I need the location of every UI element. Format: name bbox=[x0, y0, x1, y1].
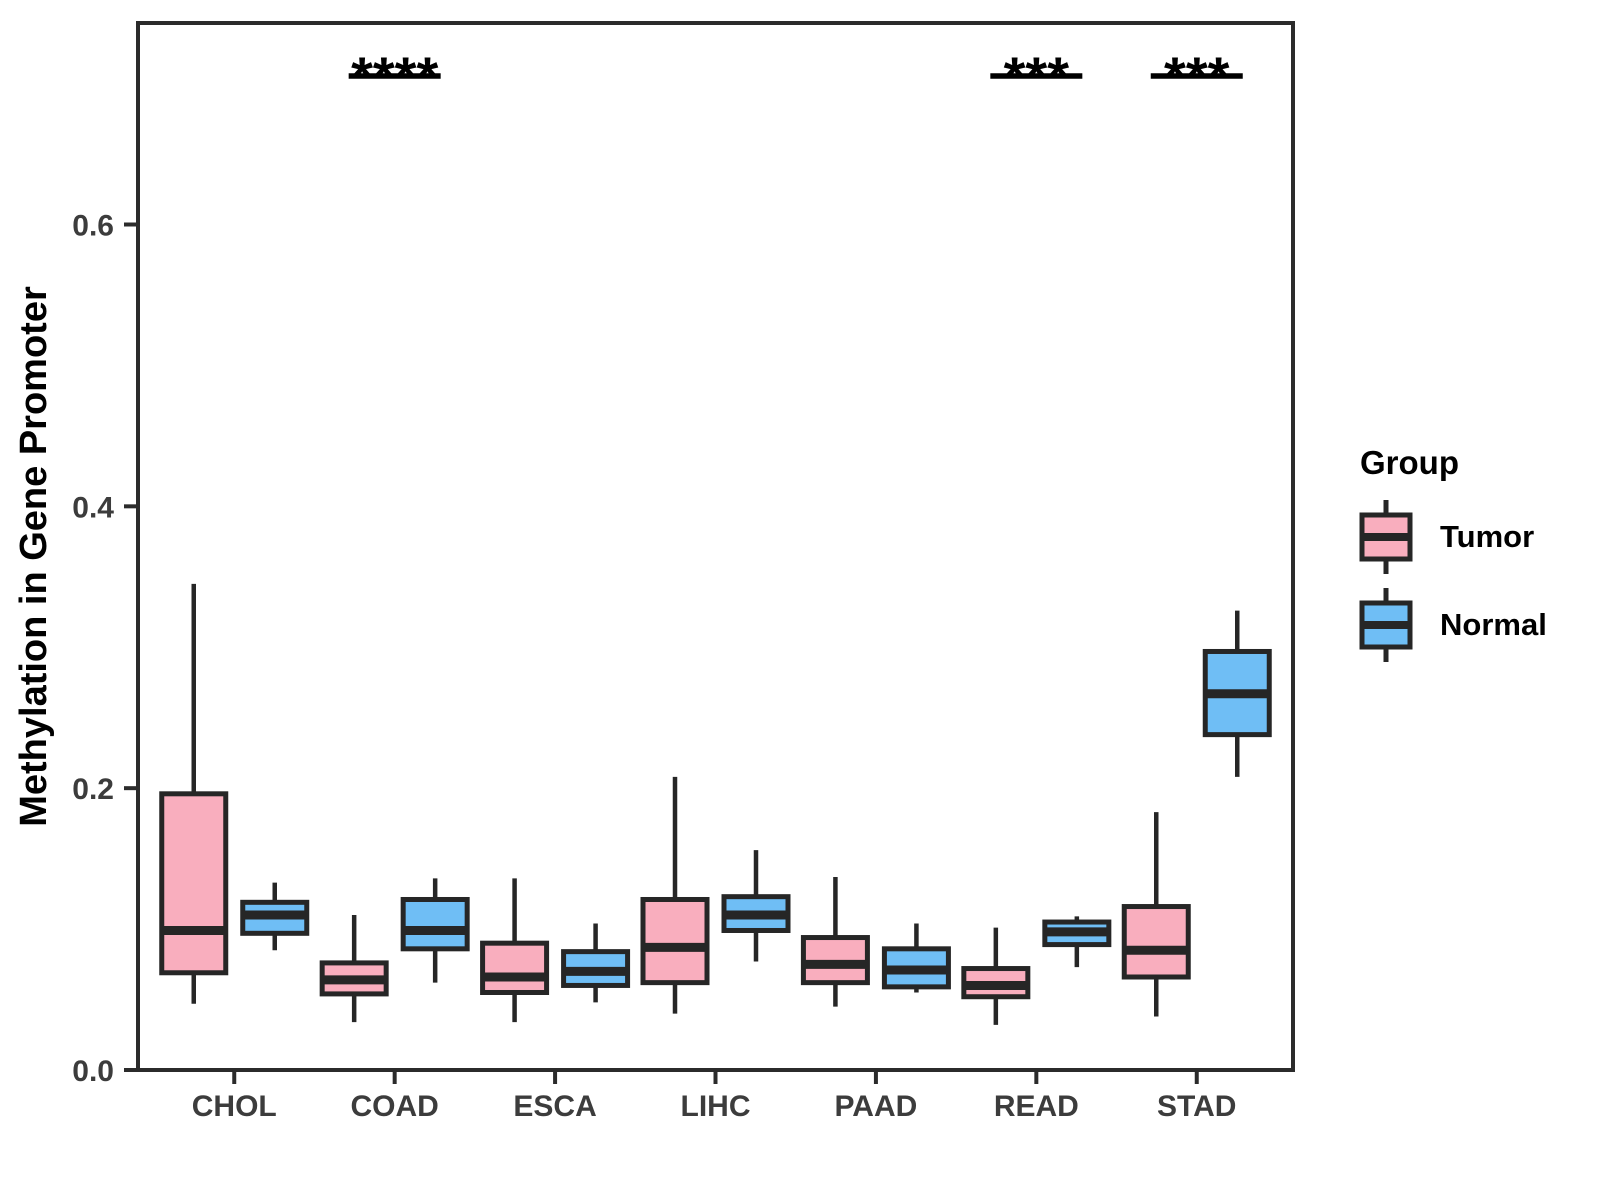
x-tick-label: ESCA bbox=[513, 1090, 596, 1123]
legend-entry-normal: Normal bbox=[1358, 586, 1547, 664]
x-tick-label: READ bbox=[994, 1090, 1079, 1123]
legend-label-normal: Normal bbox=[1440, 607, 1547, 642]
y-tick-label: 0.6 bbox=[72, 210, 114, 243]
y-axis-title: Methylation in Gene Promoter bbox=[13, 286, 55, 827]
legend: Group Tumor Normal bbox=[1358, 444, 1547, 674]
y-tick-label: 0.4 bbox=[72, 491, 114, 524]
y-tick-label: 0.0 bbox=[72, 1055, 114, 1088]
y-tick-label: 0.2 bbox=[72, 773, 114, 806]
x-tick-label: COAD bbox=[350, 1090, 438, 1123]
legend-entry-tumor: Tumor bbox=[1358, 498, 1547, 576]
x-tick-label: LIHC bbox=[681, 1090, 751, 1123]
x-tick-label: CHOL bbox=[192, 1090, 277, 1123]
legend-label-tumor: Tumor bbox=[1440, 519, 1535, 554]
box-tumor-lihc bbox=[640, 896, 710, 986]
x-tick-label: STAD bbox=[1157, 1090, 1236, 1123]
box-tumor-esca bbox=[480, 940, 550, 995]
legend-title: Group bbox=[1360, 444, 1459, 481]
panel-border bbox=[136, 21, 1295, 1072]
box-tumor-chol bbox=[159, 791, 229, 976]
tumor-boxplot-icon bbox=[1359, 500, 1413, 574]
box-normal-coad bbox=[400, 896, 470, 952]
normal-boxplot-icon bbox=[1359, 588, 1413, 662]
x-tick-label: PAAD bbox=[835, 1090, 918, 1123]
box-tumor-stad bbox=[1121, 904, 1191, 980]
